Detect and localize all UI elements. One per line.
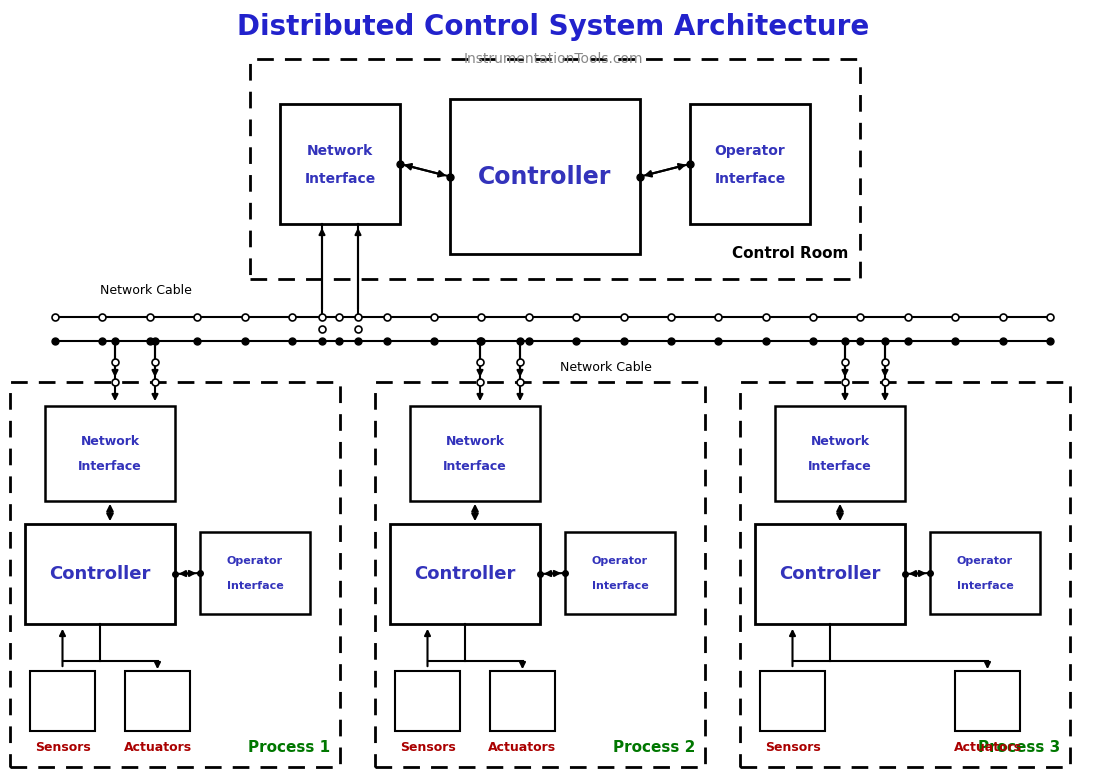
Bar [775,406,905,501]
Text: Actuators: Actuators [489,741,556,754]
Text: Control Room: Control Room [732,246,848,261]
Bar [45,406,175,501]
Text: Interface: Interface [957,581,1013,591]
Bar [200,532,310,614]
Text: Actuators: Actuators [953,741,1022,754]
Text: Interface: Interface [808,460,872,473]
Bar [250,59,860,279]
Bar [10,382,340,767]
Text: Operator: Operator [227,556,283,566]
Text: Interface: Interface [227,581,283,591]
Text: Controller: Controller [50,565,150,583]
Text: Distributed Control System Architecture: Distributed Control System Architecture [237,13,869,41]
Text: Process 1: Process 1 [248,740,330,755]
Text: InstrumentationTools.com: InstrumentationTools.com [463,52,643,66]
Text: Interface: Interface [79,460,142,473]
Bar [565,532,675,614]
Text: Operator: Operator [592,556,648,566]
Bar [25,524,175,624]
Text: Network: Network [811,435,869,448]
Text: Network Cable: Network Cable [560,361,651,374]
Text: Network: Network [306,144,373,158]
Text: Actuators: Actuators [124,741,191,754]
Text: Network Cable: Network Cable [100,284,191,297]
Bar [395,671,460,731]
Bar [30,671,95,731]
Text: Network: Network [81,435,139,448]
Bar [410,406,540,501]
Bar [125,671,190,731]
Bar [755,524,905,624]
Text: Operator: Operator [714,144,785,158]
Text: Interface: Interface [714,172,785,186]
Text: Sensors: Sensors [34,741,91,754]
Text: Controller: Controller [415,565,515,583]
Bar [390,524,540,624]
Bar [740,382,1070,767]
Text: Process 3: Process 3 [978,740,1060,755]
Bar [760,671,825,731]
Text: Sensors: Sensors [764,741,821,754]
Text: Operator: Operator [957,556,1013,566]
Text: Process 2: Process 2 [613,740,695,755]
Bar [690,104,810,224]
Text: Interface: Interface [592,581,648,591]
Bar [280,104,400,224]
Bar [954,671,1020,731]
Bar [490,671,555,731]
Text: Interface: Interface [304,172,376,186]
Text: Sensors: Sensors [399,741,456,754]
Bar [450,99,640,254]
Bar [930,532,1040,614]
Text: Controller: Controller [478,164,612,189]
Text: Interface: Interface [444,460,507,473]
Text: Controller: Controller [780,565,880,583]
Text: Network: Network [446,435,504,448]
Bar [375,382,705,767]
